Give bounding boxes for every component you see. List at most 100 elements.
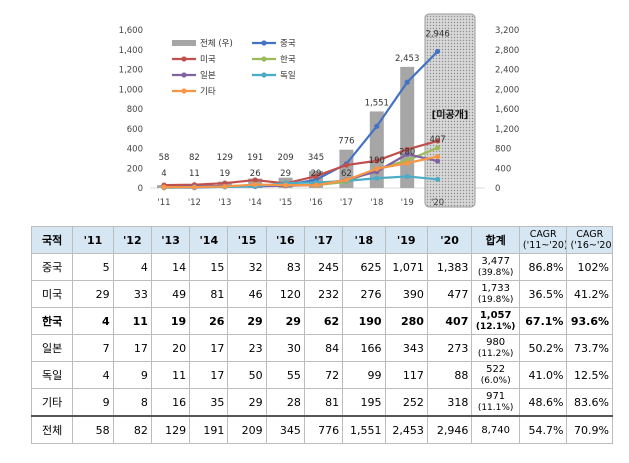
- table-cell: 14: [150, 253, 191, 281]
- row-label: 기타: [30, 388, 74, 417]
- table-cell: 4: [72, 307, 114, 335]
- table-cell: 343: [384, 334, 428, 362]
- row-label: 중국: [30, 253, 74, 281]
- korea-value-label: 190: [369, 156, 385, 166]
- table-cell: 1,551: [342, 415, 386, 444]
- series-point: [404, 151, 410, 157]
- table-cell: 209: [227, 415, 267, 444]
- x-axis-tick-label: '17: [340, 198, 353, 208]
- table-header-cell: CAGR ('16~'20): [566, 226, 613, 254]
- total-cell: 1,057 (12.1%): [471, 307, 520, 335]
- cagr-cell: 67.1%: [518, 307, 568, 335]
- table-cell: 390: [384, 280, 428, 308]
- cagr-cell: 83.6%: [566, 388, 613, 417]
- row-label: 한국: [30, 307, 74, 335]
- table-cell: 32: [227, 253, 267, 281]
- series-point: [252, 181, 258, 188]
- x-axis-tick-label: '12: [188, 198, 201, 208]
- unpublished-label: [미공개]: [432, 108, 469, 121]
- bar: [400, 66, 415, 188]
- table-cell: 17: [112, 334, 152, 362]
- table-header-cell: '12: [112, 226, 152, 254]
- cagr-cell: 41.0%: [518, 361, 568, 389]
- series-point: [343, 162, 349, 168]
- row-label: 일본: [30, 334, 74, 362]
- table-row: 일본 7 17 20 17 23 30 84 166 343 273 980 (11.2%) 50.2% 7…: [30, 334, 613, 362]
- row-label: 미국: [30, 280, 74, 308]
- korea-value-label: 11: [189, 169, 200, 179]
- table-cell: 776: [303, 415, 344, 444]
- left-axis-tick-label: 1,400: [119, 46, 143, 56]
- total-cell: 971 (11.1%): [471, 388, 520, 417]
- series-point: [404, 146, 410, 153]
- x-axis-tick-label: '16: [309, 198, 322, 208]
- legend-label: 독일: [280, 71, 296, 81]
- x-axis-tick-label: '15: [279, 198, 292, 208]
- table-cell: 245: [303, 253, 344, 281]
- row-label: 독일: [30, 361, 74, 389]
- series-point: [374, 158, 380, 164]
- table-cell: 55: [265, 361, 305, 389]
- table-cell: 17: [189, 361, 229, 389]
- legend-label: 미국: [200, 55, 216, 65]
- table-cell: 17: [189, 334, 229, 362]
- series-point: [374, 166, 380, 172]
- table-header-cell: 합계: [471, 226, 520, 254]
- table-cell: 5: [72, 253, 114, 281]
- table-cell: 81: [303, 388, 344, 417]
- table-cell: 120: [265, 280, 305, 308]
- table-cell: 88: [426, 361, 473, 389]
- series-line: [163, 139, 438, 187]
- series-point: [283, 182, 289, 188]
- legend-swatch-marker: [181, 56, 187, 62]
- bar-value-label: 345: [308, 153, 324, 163]
- korea-value-label: 29: [311, 169, 322, 179]
- cagr-cell: 41.2%: [566, 280, 613, 308]
- table-cell: 29: [227, 388, 267, 417]
- x-axis-tick-label: '13: [218, 198, 231, 208]
- table-cell: 82: [112, 415, 152, 444]
- table-cell: 190: [342, 307, 386, 335]
- left-axis-tick-label: 800: [127, 105, 143, 115]
- series-point: [404, 79, 410, 85]
- cagr-cell: 73.7%: [566, 334, 613, 362]
- series-line: [163, 155, 438, 189]
- left-axis-tick-label: 0: [138, 184, 143, 194]
- table-row: 독일 4 9 11 17 50 55 72 99 117 88 522 (6.0%) 41.0% 12.5%: [30, 361, 613, 389]
- legend-swatch-marker: [181, 72, 187, 78]
- cagr-cell: 86.8%: [518, 253, 568, 281]
- legend-swatch-marker: [261, 40, 267, 46]
- combo-chart: 0 200 400 600 800 1,000 1,200 1,400 1,600 0 400 800…: [119, 13, 519, 208]
- series-point: [313, 173, 319, 179]
- table-header-cell: '15: [227, 226, 267, 254]
- table-cell: 2,946: [426, 415, 473, 444]
- table-cell: 252: [384, 388, 428, 417]
- table-cell: 477: [426, 280, 473, 308]
- cagr-cell: 70.9%: [566, 415, 613, 444]
- legend-label: 전체 (우): [200, 38, 233, 49]
- table-cell: 72: [303, 361, 344, 389]
- table-cell: 46: [227, 280, 267, 308]
- series-point: [435, 145, 441, 151]
- table-row: 한국 4 11 19 26 29 29 62 190 280 407 1,057 (12.1%) 67.1…: [30, 307, 613, 335]
- table-cell: 9: [112, 361, 152, 389]
- table-cell: 81: [189, 280, 229, 308]
- series-point: [404, 160, 410, 166]
- table-cell: 29: [265, 307, 305, 335]
- right-axis-tick-label: 400: [495, 164, 511, 174]
- series-point: [374, 123, 380, 129]
- x-axis-tick-label: '14: [249, 198, 262, 208]
- legend-swatch-marker: [261, 56, 267, 62]
- series-point: [435, 153, 441, 160]
- table-header-cell: '20: [426, 226, 473, 254]
- table-header-row: 국적 '11'12'13'14'15'16'17'18'19'20 합계 CAGR ('…: [30, 226, 613, 254]
- cagr-cell: 12.5%: [566, 361, 613, 389]
- table-cell: 11: [112, 307, 152, 335]
- cagr-cell: 54.7%: [518, 415, 568, 444]
- table-cell: 318: [426, 388, 473, 417]
- table-cell: 49: [150, 280, 191, 308]
- cagr-cell: 93.6%: [566, 307, 613, 335]
- table-cell: 4: [72, 361, 114, 389]
- series-point: [191, 184, 197, 190]
- table-cell: 28: [265, 388, 305, 417]
